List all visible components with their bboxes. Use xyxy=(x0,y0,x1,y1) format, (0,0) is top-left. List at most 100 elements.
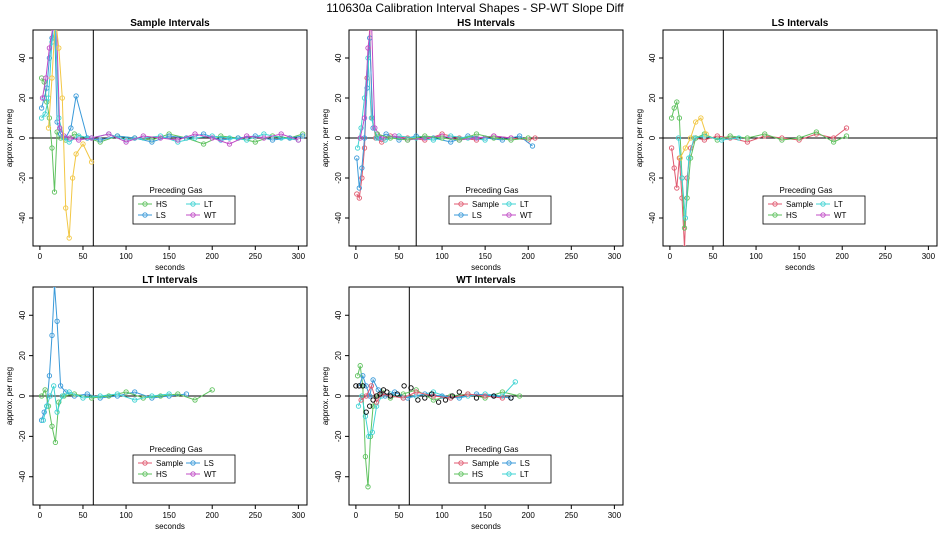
data-point xyxy=(358,397,364,403)
legend-swatch-point xyxy=(190,471,196,477)
data-point xyxy=(691,135,697,141)
data-point xyxy=(360,383,366,389)
data-point xyxy=(482,393,488,399)
data-point xyxy=(357,135,363,141)
x-tick-label: 300 xyxy=(922,252,936,261)
data-point xyxy=(508,137,514,143)
legend-box xyxy=(448,454,552,484)
data-point xyxy=(123,389,129,395)
legend-label: LS xyxy=(472,211,482,220)
data-point xyxy=(362,453,369,460)
series-lt xyxy=(354,55,488,151)
data-point xyxy=(269,137,276,143)
legend-label: LT xyxy=(834,200,843,209)
legend-item-wt: WT xyxy=(502,211,533,220)
data-point xyxy=(106,393,112,399)
data-point xyxy=(357,363,363,369)
data-point xyxy=(38,393,45,399)
data-point xyxy=(442,397,449,403)
x-tick-label: 150 xyxy=(792,252,806,261)
data-point xyxy=(71,131,78,137)
x-axis-label: seconds xyxy=(785,263,815,272)
x-axis-label: seconds xyxy=(471,263,501,272)
data-point xyxy=(354,155,360,161)
data-point xyxy=(166,133,172,139)
data-point xyxy=(66,389,72,395)
data-point xyxy=(532,135,538,141)
data-point xyxy=(718,137,725,143)
y-axis-label: approx. per meg xyxy=(5,109,14,167)
data-point xyxy=(84,391,90,397)
x-tick-label: 150 xyxy=(478,511,492,520)
y-tick-label: 40 xyxy=(648,53,657,62)
data-point xyxy=(244,133,250,139)
legend-box xyxy=(132,195,236,225)
panel-title: WT Intervals xyxy=(456,275,516,286)
data-point xyxy=(192,131,198,137)
data-point xyxy=(512,379,518,385)
data-point xyxy=(56,399,62,405)
legend-swatch-point xyxy=(142,460,148,466)
data-point xyxy=(372,125,378,131)
data-point xyxy=(88,395,95,401)
series-line xyxy=(377,133,529,141)
data-point xyxy=(359,165,365,171)
series-ls xyxy=(38,30,306,145)
data-point xyxy=(356,195,362,201)
legend-box xyxy=(448,195,552,225)
data-point xyxy=(356,383,362,389)
data-point xyxy=(47,393,53,399)
data-point xyxy=(54,16,58,20)
data-point xyxy=(42,387,48,393)
series-hs xyxy=(38,75,306,195)
series-ls xyxy=(354,35,536,191)
data-point xyxy=(46,45,53,51)
panel-title: Sample Intervals xyxy=(130,18,210,29)
x-tick-label: 250 xyxy=(249,511,263,520)
series-line xyxy=(41,30,303,143)
data-point xyxy=(49,145,55,151)
y-tick-label: 20 xyxy=(334,93,343,102)
x-tick-label: 50 xyxy=(79,511,88,520)
series-line xyxy=(678,135,739,219)
data-point xyxy=(370,403,376,409)
data-point xyxy=(40,417,46,423)
data-point xyxy=(465,391,471,397)
y-axis-label: approx. per meg xyxy=(321,109,330,167)
data-point xyxy=(278,131,284,137)
legend-swatch-point xyxy=(506,201,512,207)
data-point xyxy=(682,145,689,151)
x-tick-label: 150 xyxy=(162,252,176,261)
legend-label: WT xyxy=(520,211,533,220)
legend-label: WT xyxy=(834,211,847,220)
data-point xyxy=(415,397,421,403)
x-tick-label: 200 xyxy=(206,252,220,261)
y-tick-label: 0 xyxy=(648,135,657,140)
x-tick-label: 150 xyxy=(478,252,492,261)
y-tick-label: -40 xyxy=(18,470,27,482)
data-point xyxy=(361,115,368,121)
data-point xyxy=(499,395,506,401)
data-point xyxy=(63,205,69,211)
data-point xyxy=(46,55,53,61)
legend-swatch-point xyxy=(458,471,464,477)
y-tick-label: -20 xyxy=(334,430,343,442)
data-point xyxy=(499,393,506,399)
legend-item-wt: WT xyxy=(186,470,217,479)
data-point xyxy=(71,391,78,397)
data-point xyxy=(106,131,112,137)
data-point xyxy=(360,373,366,379)
series-line xyxy=(356,30,536,200)
legend-item-ls: LS xyxy=(502,459,530,468)
y-axis-label: approx. per meg xyxy=(5,367,14,425)
legend-item-hs: HS xyxy=(138,470,167,479)
data-point xyxy=(38,105,45,111)
data-point xyxy=(693,119,699,125)
legend-swatch-point xyxy=(190,460,196,466)
legend-swatch-point xyxy=(190,201,196,207)
data-point xyxy=(175,391,181,397)
legend-swatch-point xyxy=(190,212,196,218)
data-point xyxy=(56,45,62,51)
y-tick-label: 0 xyxy=(18,393,27,398)
